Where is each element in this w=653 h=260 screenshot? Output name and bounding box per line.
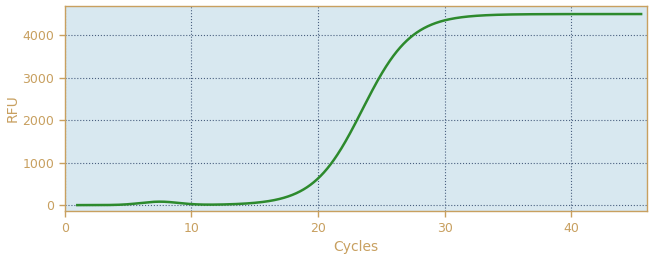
X-axis label: Cycles: Cycles (334, 240, 379, 255)
Y-axis label: RFU: RFU (6, 95, 20, 122)
